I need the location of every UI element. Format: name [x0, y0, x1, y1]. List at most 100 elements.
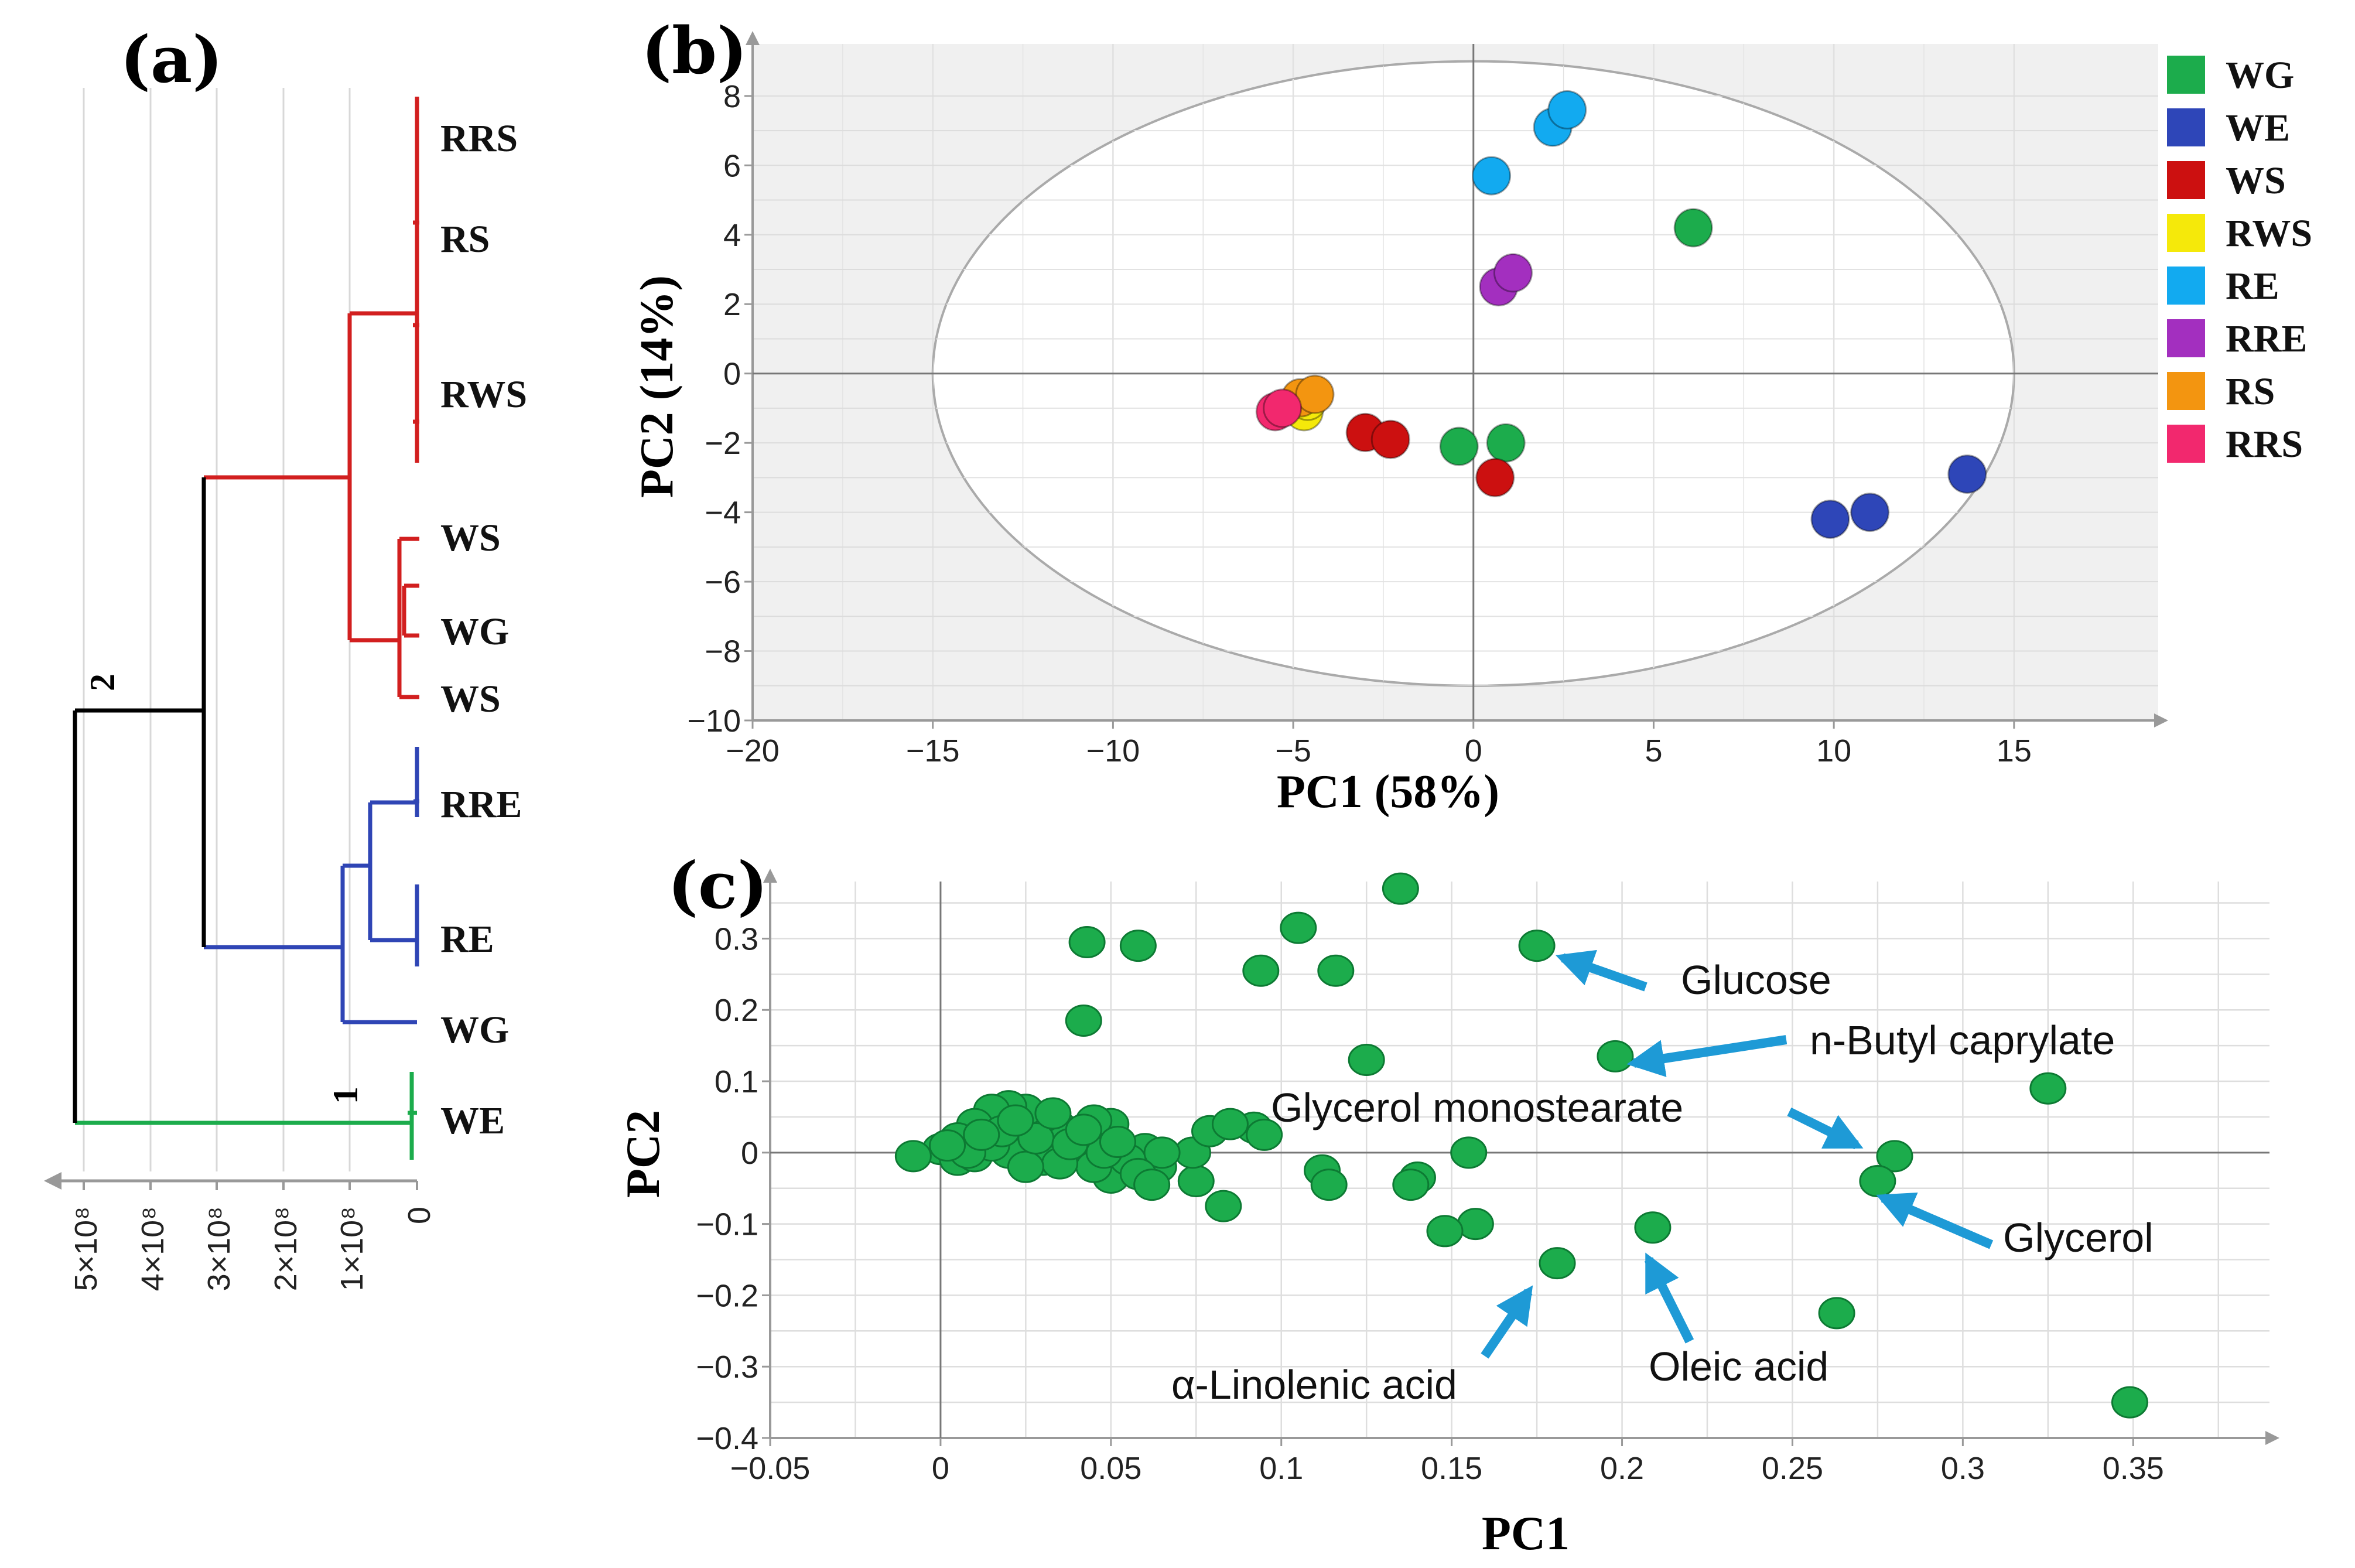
y-tick-label: −2: [705, 426, 741, 461]
y-tick-label: 0.1: [715, 1064, 758, 1099]
loading-point: [1859, 1165, 1896, 1198]
x-tick-label: 0.25: [1762, 1451, 1823, 1486]
dendrogram-leaf-label: RRS: [440, 117, 518, 160]
y-tick-label: 0.3: [715, 921, 758, 956]
dendrogram-leaf-label: WE: [440, 1099, 505, 1142]
loading-point: [1597, 1040, 1634, 1072]
y-tick-label: −0.1: [696, 1207, 758, 1242]
x-tick-label: 5: [1645, 733, 1662, 768]
score-plot-xlabel: PC1 (58%): [1277, 766, 1499, 818]
legend-swatch-rrs: [2167, 425, 2205, 463]
dendrogram-leaf-label: RE: [440, 918, 494, 961]
score-point-we: [1850, 493, 1890, 532]
x-tick-label: −10: [1086, 733, 1140, 768]
x-tick-label: 0: [1465, 733, 1482, 768]
legend-label-we: WE: [2226, 107, 2290, 149]
panel-c-label: (c): [668, 848, 768, 923]
loading-point: [1539, 1247, 1576, 1280]
loading-point: [1392, 1169, 1430, 1201]
dendrogram-tick-label: 4×10⁸: [135, 1207, 170, 1291]
y-tick-label: −0.3: [696, 1350, 758, 1385]
loading-plot-ylabel: PC2: [616, 1110, 669, 1198]
y-tick-label: −8: [705, 634, 741, 669]
dendrogram-leaf-label: WG: [440, 1009, 509, 1051]
arrow-oleic-acid: [1644, 1252, 1694, 1344]
legend-label-ws: WS: [2226, 159, 2286, 202]
dendrogram-tick-label: 0: [402, 1207, 437, 1224]
loading-point: [1518, 930, 1556, 962]
x-tick-label: 15: [1997, 733, 2032, 768]
legend-swatch-ws: [2167, 161, 2205, 199]
dendrogram-leaf-label: RWS: [440, 373, 527, 416]
arrow-glucose: [1555, 949, 1648, 992]
score-point-wg: [1673, 208, 1713, 248]
x-tick-label: 0.05: [1080, 1451, 1141, 1486]
score-plot-ylabel: PC2 (14%): [631, 275, 683, 498]
loading-point: [1310, 1169, 1348, 1201]
score-plot-axes: [746, 31, 2168, 727]
loading-point: [2029, 1072, 2067, 1105]
loading-point: [1211, 1108, 1249, 1140]
loading-point: [1034, 1097, 1072, 1130]
annotation-arrows: [1481, 949, 1994, 1359]
loading-point: [1818, 1297, 1855, 1330]
legend-label-re: RE: [2226, 265, 2279, 308]
loading-point: [1382, 872, 1419, 905]
dendrogram-panel: (a) 5×10⁸ 4×10⁸ 3×10⁸ 2×10⁸ 1×10⁸ 0: [44, 22, 527, 1291]
annotation-glycerol: Glycerol: [2003, 1215, 2154, 1260]
loading-plot-panel: (c) −0.05 0 0.05 0.1 0.15 0.2 0.25 0.3 0.35 0.3 0.…: [616, 848, 2279, 1560]
loading-point: [929, 1129, 966, 1162]
loading-point: [894, 1140, 932, 1173]
y-tick-label: −10: [687, 703, 741, 739]
annotation-glycerol-monostearate: Glycerol monostearate: [1271, 1085, 1683, 1130]
score-point-ws: [1370, 419, 1410, 459]
loading-point: [1280, 911, 1317, 944]
legend-swatch-we: [2167, 108, 2205, 146]
x-tick-label: 0.1: [1259, 1451, 1303, 1486]
y-tick-label: 6: [723, 148, 741, 183]
x-tick-label: −15: [906, 733, 960, 768]
legend-label-rs: RS: [2226, 370, 2275, 413]
loading-plot-tick-labels: −0.05 0 0.05 0.1 0.15 0.2 0.25 0.3 0.35 0.3 0.2 0.1…: [696, 921, 2163, 1486]
dendrogram-tree: [73, 97, 419, 1160]
arrow-butyl-caprylate: [1626, 1035, 1787, 1077]
y-tick-label: 0: [723, 357, 741, 392]
x-tick-label: 0.3: [1941, 1451, 1985, 1486]
x-tick-label: −20: [726, 733, 780, 768]
loading-point: [1143, 1136, 1181, 1169]
annotation-glucose: Glucose: [1681, 957, 1831, 1003]
legend-label-rrs: RRS: [2226, 423, 2303, 466]
annotation-oleic-acid: Oleic acid: [1649, 1344, 1828, 1389]
loading-point: [1426, 1215, 1464, 1248]
legend-swatch-rre: [2167, 319, 2205, 357]
loading-point: [1348, 1043, 1385, 1076]
cluster-mark-2: 2: [83, 674, 122, 691]
loading-point: [1065, 1113, 1102, 1146]
loading-point: [1177, 1165, 1215, 1198]
loading-point: [1457, 1208, 1494, 1241]
dendrogram-tick-labels: 5×10⁸ 4×10⁸ 3×10⁸ 2×10⁸ 1×10⁸ 0: [69, 1207, 437, 1291]
cluster-mark-1: 1: [326, 1087, 365, 1104]
green-cluster-branches: [75, 1072, 417, 1160]
loading-point: [963, 1118, 1000, 1151]
y-tick-label: −6: [705, 565, 741, 600]
root-branches: [73, 477, 206, 1123]
loading-point: [1634, 1211, 1672, 1244]
score-point-we: [1947, 454, 1987, 494]
score-point-ws: [1475, 457, 1515, 497]
dendrogram-tick-label: 3×10⁸: [201, 1207, 237, 1291]
score-point-wg: [1486, 423, 1526, 463]
loading-point: [1450, 1136, 1488, 1169]
loading-plot-points: [894, 872, 2148, 1419]
loading-point: [1007, 1150, 1044, 1183]
arrow-glycerol: [1876, 1192, 1994, 1249]
loading-plot-xlabel: PC1: [1482, 1506, 1570, 1560]
loading-point: [1065, 1005, 1102, 1037]
panel-a-label: (a): [120, 22, 223, 97]
arrow-glycerol-monostearate: [1787, 1107, 1864, 1150]
legend-swatch-re: [2167, 267, 2205, 305]
x-tick-label: 0.2: [1600, 1451, 1644, 1486]
annotation-butyl-caprylate: n-Butyl caprylate: [1810, 1017, 2115, 1063]
legend-label-wg: WG: [2226, 54, 2294, 97]
